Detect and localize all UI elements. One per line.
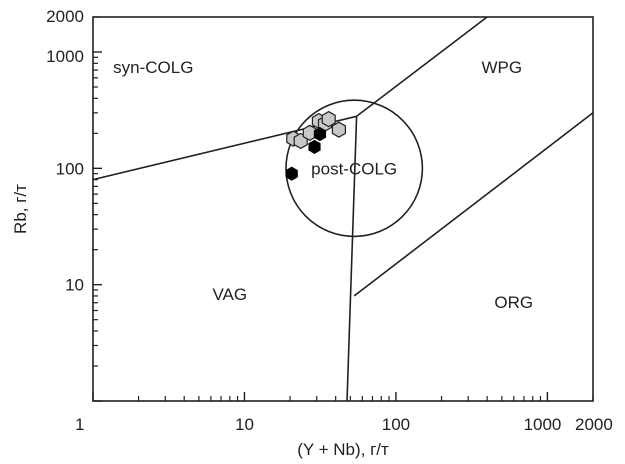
data-point-grey	[331, 121, 346, 138]
field-label-wpg: WPG	[482, 58, 523, 77]
x-tick-label: 2000	[575, 415, 613, 434]
data-point-filled	[308, 139, 321, 154]
y-tick-label: 100	[56, 159, 84, 178]
x-tick-label: 100	[382, 415, 410, 434]
post-colg-ellipse	[285, 99, 424, 238]
y-tick-label: 10	[65, 276, 84, 295]
y-tick-label: 1000	[46, 47, 84, 66]
boundary-vag-orgwpg	[346, 116, 358, 402]
data-point-grey	[321, 110, 336, 128]
x-axis-label: (Y + Nb), г/т	[297, 440, 389, 459]
boundary-wpg-org	[353, 112, 594, 297]
boundary-syn-colg-wpg	[356, 16, 488, 117]
plot-frame	[92, 16, 594, 402]
field-label-vag: VAG	[212, 285, 247, 304]
field-label-post-colg: post-COLG	[311, 159, 397, 178]
x-tick-label: 1	[75, 415, 84, 434]
x-tick-label: 10	[235, 415, 254, 434]
data-point-filled	[313, 127, 327, 142]
field-label-syn-colg: syn-COLG	[113, 58, 193, 77]
field-label-org: ORG	[494, 293, 533, 312]
x-tick-label: 1000	[524, 415, 562, 434]
y-axis-label: Rb, г/т	[11, 184, 30, 234]
y-tick-label: 2000	[46, 7, 84, 26]
data-point-filled	[285, 166, 298, 181]
